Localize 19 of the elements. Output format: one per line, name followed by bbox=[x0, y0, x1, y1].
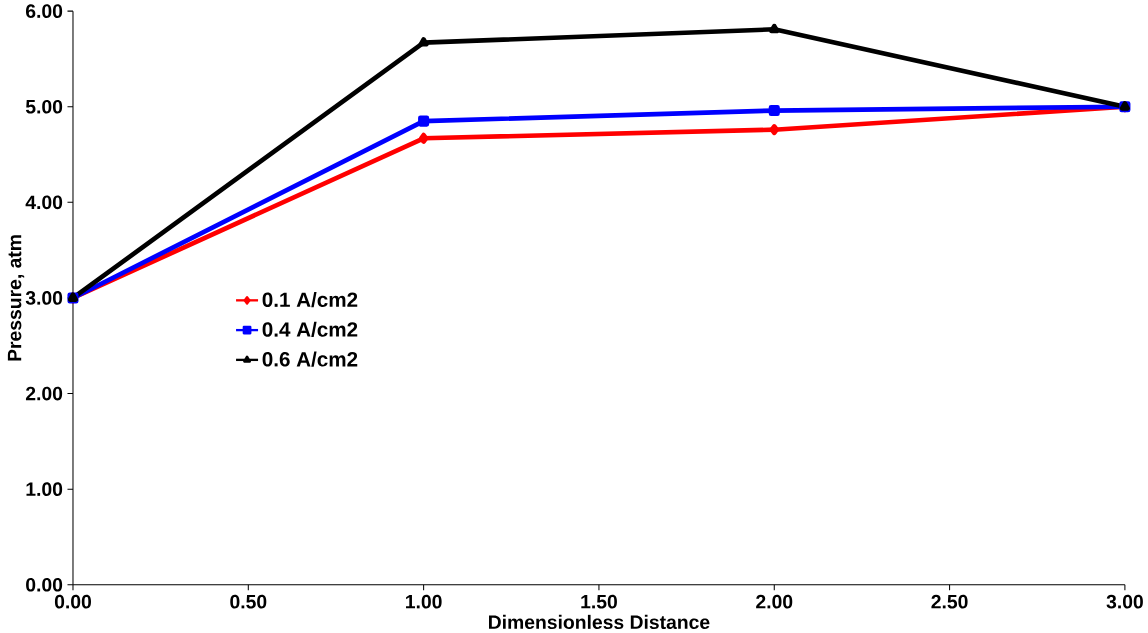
y-tick-label: 0.00 bbox=[26, 577, 63, 592]
y-tick-label: 1.00 bbox=[26, 482, 63, 496]
legend-label: 0.6 A/cm2 bbox=[262, 351, 358, 367]
y-tick-label: 2.00 bbox=[25, 386, 63, 401]
y-tick-label: 6.00 bbox=[26, 4, 63, 18]
legend-label: 0.1 A/cm2 bbox=[262, 291, 358, 308]
x-tick-label: 2.00 bbox=[756, 594, 793, 609]
x-axis-title: Dimensionless Distance bbox=[489, 614, 710, 629]
x-tick-label: 3.00 bbox=[1106, 594, 1143, 609]
y-axis-title: Pressure, atm bbox=[7, 235, 25, 361]
y-tick-label: 3.00 bbox=[25, 290, 63, 305]
y-tick-label: 4.00 bbox=[25, 195, 63, 210]
y-tick-label: 5.00 bbox=[25, 99, 63, 114]
x-tick-label: 1.50 bbox=[581, 594, 617, 609]
x-tick-label: 0.00 bbox=[54, 594, 91, 609]
x-tick-label: 0.50 bbox=[230, 594, 267, 609]
x-tick-label: 2.50 bbox=[931, 594, 968, 609]
legend-label: 0.4 A/cm2 bbox=[262, 321, 358, 337]
x-tick-label: 1.00 bbox=[406, 594, 442, 609]
